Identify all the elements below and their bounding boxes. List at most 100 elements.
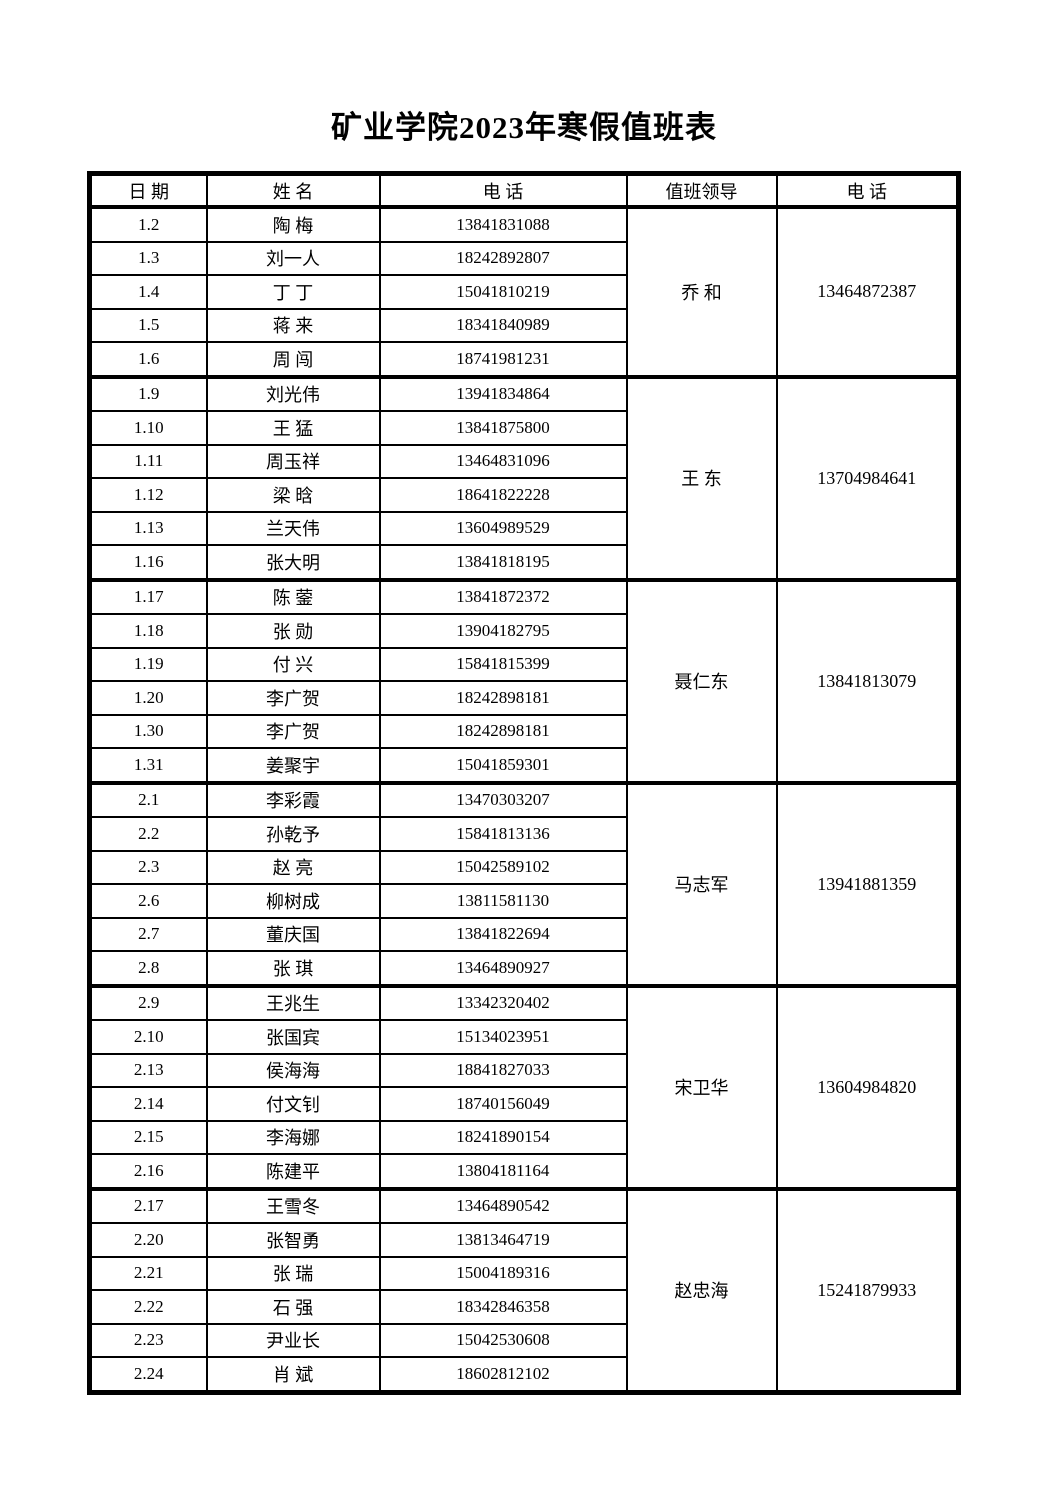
leader-phone-cell: 13841813079 [775, 577, 960, 784]
table-row: 1.20 李广贺 18242898181 [88, 680, 959, 716]
date-cell: 2.24 [88, 1356, 208, 1393]
name-cell: 李广贺 [205, 713, 381, 749]
header-phone: 电 话 [378, 172, 628, 209]
phone-cell: 18740156049 [378, 1086, 628, 1122]
date-cell: 1.13 [88, 510, 208, 546]
date-cell: 1.5 [88, 307, 208, 343]
phone-cell: 13811581130 [378, 883, 628, 919]
table-row: 1.18 张 勋 13904182795 [88, 613, 959, 649]
name-cell: 张大明 [205, 544, 381, 581]
duty-table: 日 期 姓 名 电 话 值班领导 电 话 1.2 陶 梅 13841831088 乔 … [87, 171, 961, 1395]
table-row: 2.17 王雪冬 13464890542 赵忠海 15241879933 [88, 1186, 960, 1393]
name-cell: 张 瑞 [205, 1255, 381, 1291]
phone-cell: 13470303207 [378, 780, 628, 818]
leader-cell: 王 东 [625, 374, 778, 581]
date-cell: 2.2 [88, 816, 208, 852]
phone-cell: 13841822694 [378, 916, 628, 952]
phone-cell: 18641822228 [378, 477, 628, 513]
leader-phone-cell: 13704984641 [775, 374, 960, 581]
name-cell: 李彩霞 [205, 780, 381, 818]
phone-cell: 13813464719 [378, 1222, 628, 1258]
name-cell: 孙乾予 [205, 816, 381, 852]
name-cell: 梁 晗 [205, 477, 381, 513]
name-cell: 柳树成 [205, 883, 381, 919]
header-row: 日 期 姓 名 电 话 值班领导 电 话 [88, 172, 960, 209]
table-row: 1.2 陶 梅 13841831088 乔 和 13464872387 [88, 205, 960, 378]
name-cell: 周 闯 [205, 341, 381, 378]
date-cell: 2.6 [88, 883, 208, 919]
date-cell: 2.15 [88, 1119, 208, 1155]
name-cell: 王雪冬 [205, 1186, 381, 1224]
table-row: 2.23 尹业长 15042530608 [88, 1322, 959, 1358]
name-cell: 李海娜 [205, 1119, 381, 1155]
date-cell: 2.16 [88, 1153, 208, 1190]
date-cell: 2.13 [88, 1052, 208, 1088]
name-cell: 刘光伟 [205, 374, 381, 412]
name-cell: 姜聚宇 [205, 747, 381, 784]
phone-cell: 15841813136 [378, 816, 628, 852]
name-cell: 陈建平 [205, 1153, 381, 1190]
table-row: 1.19 付 兴 15841815399 [88, 646, 959, 682]
name-cell: 尹业长 [205, 1322, 381, 1358]
name-cell: 丁 丁 [205, 274, 381, 310]
leader-phone-cell: 13464872387 [775, 205, 960, 378]
name-cell: 兰天伟 [205, 510, 381, 546]
date-cell: 1.19 [88, 646, 208, 682]
date-cell: 1.12 [88, 477, 208, 513]
duty-table-header: 日 期 姓 名 电 话 值班领导 电 话 [88, 172, 960, 209]
date-cell: 2.9 [88, 983, 208, 1021]
phone-cell: 13841831088 [378, 205, 628, 243]
table-row: 1.12 梁 晗 18641822228 [88, 477, 959, 513]
name-cell: 张国宾 [205, 1019, 381, 1055]
table-row: 2.10 张国宾 15134023951 [88, 1019, 959, 1055]
phone-cell: 15004189316 [378, 1255, 628, 1291]
phone-cell: 18741981231 [378, 341, 628, 378]
table-row: 1.17 陈 蓥 13841872372 聂仁东 13841813079 [88, 577, 960, 784]
page-title: 矿业学院2023年寒假值班表 [331, 110, 717, 145]
phone-cell: 18241890154 [378, 1119, 628, 1155]
table-row: 2.9 王兆生 13342320402 宋卫华 13604984820 [88, 983, 960, 1190]
name-cell: 张智勇 [205, 1222, 381, 1258]
table-row: 1.10 王 猛 13841875800 [88, 410, 959, 446]
name-cell: 侯海海 [205, 1052, 381, 1088]
table-row: 2.7 董庆国 13841822694 [88, 916, 959, 952]
date-cell: 2.17 [88, 1186, 208, 1224]
name-cell: 王 猛 [205, 410, 381, 446]
date-cell: 1.30 [88, 713, 208, 749]
phone-cell: 13464890542 [378, 1186, 628, 1224]
name-cell: 付 兴 [205, 646, 381, 682]
table-row: 1.11 周玉祥 13464831096 [88, 443, 959, 479]
table-row: 2.21 张 瑞 15004189316 [88, 1255, 959, 1291]
phone-cell: 13604989529 [378, 510, 628, 546]
table-row: 1.31 姜聚宇 15041859301 [88, 747, 959, 784]
table-row: 1.16 张大明 13841818195 [88, 544, 959, 581]
phone-cell: 18342846358 [378, 1289, 628, 1325]
date-cell: 1.16 [88, 544, 208, 581]
leader-cell: 聂仁东 [625, 577, 778, 784]
phone-cell: 18602812102 [378, 1356, 628, 1393]
date-cell: 1.10 [88, 410, 208, 446]
header-leader: 值班领导 [625, 172, 778, 209]
phone-cell: 13841875800 [378, 410, 628, 446]
name-cell: 石 强 [205, 1289, 381, 1325]
table-row: 1.9 刘光伟 13941834864 王 东 13704984641 [88, 374, 960, 581]
phone-cell: 15841815399 [378, 646, 628, 682]
date-cell: 1.9 [88, 374, 208, 412]
table-row: 2.24 肖 斌 18602812102 [88, 1356, 959, 1393]
phone-cell: 13464890927 [378, 950, 628, 987]
table-row: 2.6 柳树成 13811581130 [88, 883, 959, 919]
table-row: 1.5 蒋 来 18341840989 [88, 307, 959, 343]
duty-table-body: 1.2 陶 梅 13841831088 乔 和 13464872387 1.3 刘一人 182… [88, 205, 960, 1393]
phone-cell: 15041810219 [378, 274, 628, 310]
date-cell: 2.1 [88, 780, 208, 818]
date-cell: 2.7 [88, 916, 208, 952]
date-cell: 1.17 [88, 577, 208, 615]
header-date: 日 期 [88, 172, 208, 209]
table-row: 2.8 张 琪 13464890927 [88, 950, 959, 987]
phone-cell: 18841827033 [378, 1052, 628, 1088]
phone-cell: 18242898181 [378, 680, 628, 716]
table-row: 2.22 石 强 18342846358 [88, 1289, 959, 1325]
name-cell: 陈 蓥 [205, 577, 381, 615]
name-cell: 张 勋 [205, 613, 381, 649]
table-row: 2.16 陈建平 13804181164 [88, 1153, 959, 1190]
